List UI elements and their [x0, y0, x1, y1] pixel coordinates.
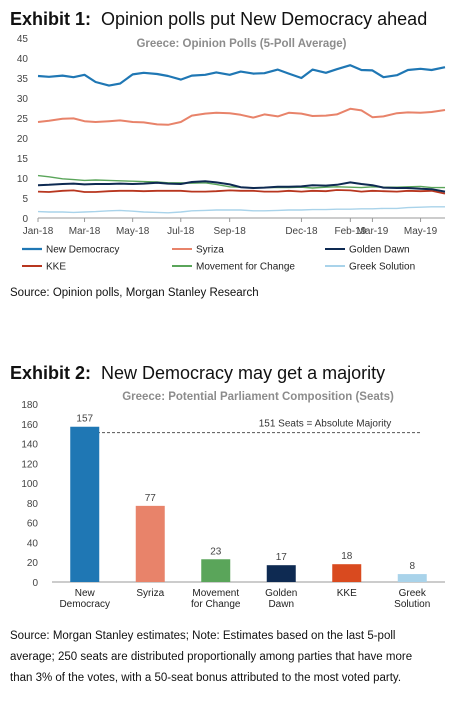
category-label-new-democracy: Democracy — [59, 599, 110, 610]
y-tick-label: 10 — [17, 174, 29, 185]
legend-label-kke: KKE — [46, 262, 66, 273]
bar-value-label: 17 — [276, 552, 288, 563]
y-tick-label: 140 — [21, 440, 38, 451]
y-tick-label: 15 — [17, 154, 29, 165]
bar-value-label: 157 — [76, 414, 93, 425]
series-line-syriza — [37, 107, 446, 126]
y-tick-label: 60 — [27, 519, 39, 530]
exhibit1-source: Source: Opinion polls, Morgan Stanley Re… — [10, 287, 259, 299]
exhibit2-source-line-2: average; 250 seats are distributed propo… — [10, 651, 413, 663]
bar-value-label: 18 — [341, 551, 353, 562]
chart1-title: Greece: Opinion Polls (5-Poll Average) — [136, 38, 346, 50]
x-tick-label: Mar-19 — [357, 226, 389, 237]
y-tick-label: 25 — [17, 114, 29, 125]
exhibit2-source: Source: Morgan Stanley estimates; Note: … — [10, 626, 470, 689]
x-tick-label: May-19 — [404, 226, 438, 237]
series-line-golden-dawn — [37, 180, 446, 193]
x-tick-label: Jan-18 — [23, 226, 54, 237]
y-tick-label: 0 — [22, 214, 28, 225]
bar-golden-dawn — [266, 565, 296, 582]
legend-label-golden-dawn: Golden Dawn — [349, 245, 410, 256]
parliament-seats-chart: Greece: Potential Parliament Composition… — [21, 391, 445, 610]
bar-syriza — [135, 505, 165, 582]
y-tick-label: 20 — [17, 134, 29, 145]
y-tick-label: 45 — [17, 34, 29, 45]
bar-value-label: 8 — [409, 561, 415, 572]
y-tick-label: 35 — [17, 74, 29, 85]
y-tick-label: 40 — [27, 538, 39, 549]
x-tick-label: Mar-18 — [69, 226, 101, 237]
majority-line-label: 151 Seats = Absolute Majority — [259, 419, 392, 430]
series-line-greek-solution — [37, 206, 445, 214]
legend-label-syriza: Syriza — [196, 245, 224, 256]
category-label-golden-dawn: Golden — [265, 588, 297, 599]
y-tick-label: 5 — [22, 194, 28, 205]
exhibit2-source-line-3: than 3% of the votes, with a 50-seat bon… — [10, 672, 402, 684]
bar-new-democracy — [70, 426, 100, 582]
exhibit2-label: Exhibit 2: — [10, 363, 92, 383]
y-tick-label: 30 — [17, 94, 29, 105]
exhibit2-source-line-1: Source: Morgan Stanley estimates; Note: … — [10, 630, 396, 642]
exhibit2-heading: New Democracy may get a majority — [101, 363, 386, 383]
category-label-movement-for-change: for Change — [191, 599, 241, 610]
series-line-movement-for-change — [37, 174, 445, 189]
x-tick-label: Sep-18 — [214, 226, 247, 237]
exhibit2-title: Exhibit 2: New Democracy may get a major… — [10, 363, 385, 384]
category-label-new-democracy: New — [75, 588, 96, 599]
opinion-polls-chart: Greece: Opinion Polls (5-Poll Average) 0 5… — [17, 34, 446, 273]
y-tick-label: 0 — [32, 578, 38, 589]
y-tick-label: 20 — [27, 558, 39, 569]
y-tick-label: 180 — [21, 400, 38, 411]
bar-value-label: 77 — [145, 493, 157, 504]
bar-greek-solution — [397, 574, 427, 582]
exhibit1-title: Exhibit 1: Opinion polls put New Democra… — [10, 9, 427, 30]
series-line-kke — [37, 189, 446, 195]
bar-value-label: 23 — [210, 546, 222, 557]
y-tick-label: 120 — [21, 459, 38, 470]
category-label-syriza: Syriza — [136, 588, 164, 599]
y-tick-label: 80 — [27, 499, 39, 510]
category-label-movement-for-change: Movement — [192, 588, 239, 599]
legend-label-movement-for-change: Movement for Change — [196, 262, 295, 273]
y-tick-label: 100 — [21, 479, 38, 490]
series-line-new-democracy — [37, 64, 446, 87]
x-tick-label: Feb-19 — [335, 226, 367, 237]
category-label-greek-solution: Solution — [394, 599, 430, 610]
bar-movement-for-change — [201, 559, 231, 582]
x-tick-label: Jul-18 — [167, 226, 195, 237]
chart2-title: Greece: Potential Parliament Composition… — [122, 391, 394, 403]
category-label-golden-dawn: Dawn — [268, 599, 294, 610]
bar-kke — [332, 564, 362, 582]
x-tick-label: May-18 — [116, 226, 150, 237]
exhibit1-label: Exhibit 1: — [10, 9, 92, 29]
legend-label-new-democracy: New Democracy — [46, 245, 119, 256]
y-tick-label: 160 — [21, 420, 38, 431]
y-tick-label: 40 — [17, 54, 29, 65]
category-label-greek-solution: Greek — [399, 588, 427, 599]
legend-label-greek-solution: Greek Solution — [349, 262, 415, 273]
exhibit1-heading: Opinion polls put New Democracy ahead — [101, 9, 428, 29]
x-tick-label: Dec-18 — [285, 226, 318, 237]
category-label-kke: KKE — [337, 588, 357, 599]
